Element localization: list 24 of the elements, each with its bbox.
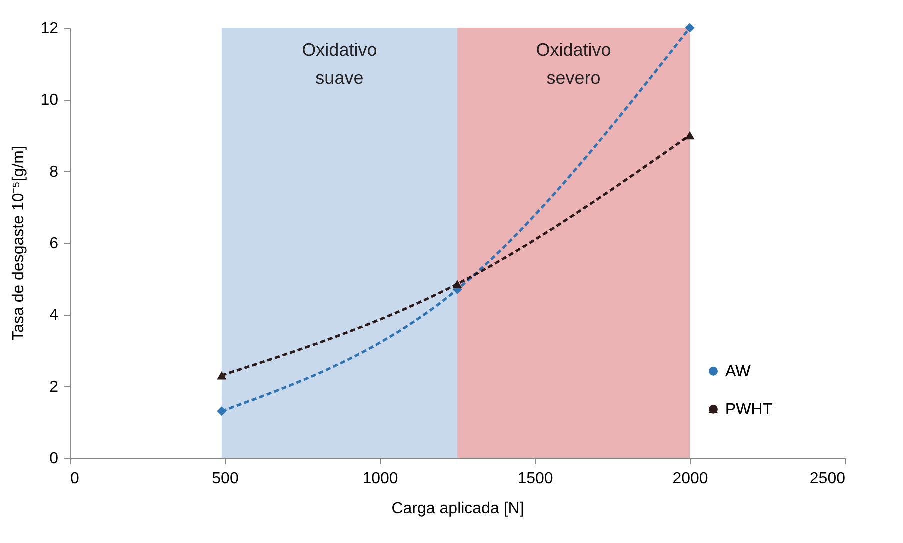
point bbox=[452, 280, 462, 288]
y-tick-label: 10 bbox=[40, 92, 59, 110]
y-tick-label: 6 bbox=[50, 236, 59, 252]
point bbox=[217, 371, 227, 380]
point bbox=[685, 131, 695, 140]
x-tick-label: 0 bbox=[70, 470, 80, 488]
legend-label: PWHT bbox=[726, 401, 773, 418]
y-tick-label: 12 bbox=[40, 20, 59, 38]
point bbox=[685, 23, 695, 33]
y-tick-label: 2 bbox=[50, 378, 59, 396]
band-label: Oxidativo suave bbox=[302, 40, 378, 88]
band-label: Oxidativo severo bbox=[536, 40, 612, 88]
y-tick-label: 4 bbox=[50, 307, 59, 324]
x-tick-label: 500 bbox=[212, 470, 239, 488]
y-tick-label: 0 bbox=[50, 450, 59, 468]
x-tick-label: 1500 bbox=[518, 470, 554, 488]
y-axis-title: Tasa de desgaste 10⁻⁵[g/m] bbox=[10, 146, 28, 341]
x-axis-title: Carga aplicada [N] bbox=[392, 500, 524, 518]
y-tick-label: 8 bbox=[50, 164, 59, 181]
x-tick-label: 1000 bbox=[362, 470, 398, 488]
x-tick-label: 2500 bbox=[810, 470, 846, 488]
point bbox=[217, 406, 227, 416]
legend-label: AW bbox=[726, 363, 752, 380]
x-tick-label: 2000 bbox=[672, 470, 708, 488]
